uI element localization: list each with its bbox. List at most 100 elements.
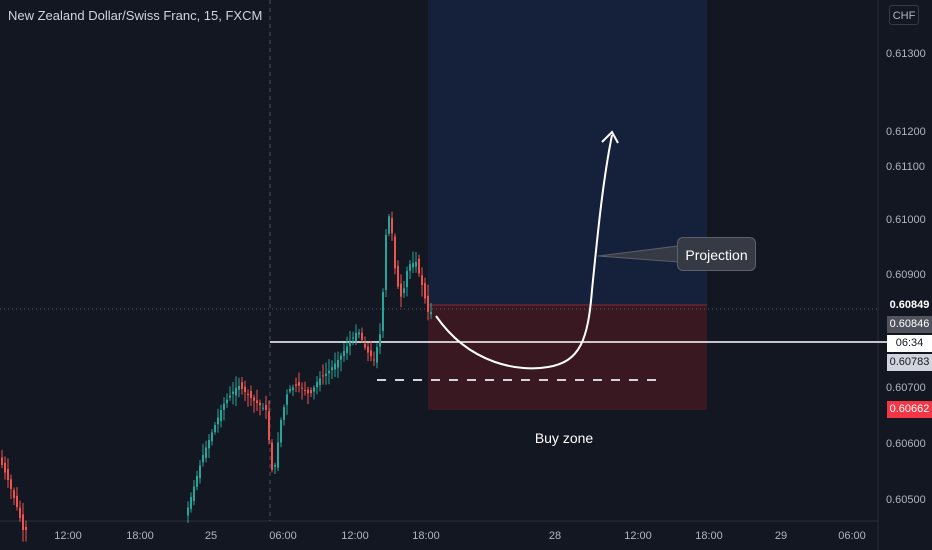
candle-body bbox=[4, 462, 6, 473]
candle-body bbox=[307, 389, 309, 394]
candle-body bbox=[394, 236, 396, 269]
candle-body bbox=[295, 384, 297, 386]
candle-body bbox=[19, 507, 21, 518]
price-tick: 0.61200 bbox=[886, 126, 926, 138]
candle-body bbox=[337, 360, 339, 368]
candle-body bbox=[412, 263, 414, 268]
price-tick: 0.60700 bbox=[886, 382, 926, 394]
time-tick: 18:00 bbox=[412, 530, 440, 542]
candle-body bbox=[199, 465, 201, 479]
time-tick: 06:00 bbox=[838, 530, 866, 542]
candle-body bbox=[358, 332, 360, 335]
candle-body bbox=[343, 351, 345, 356]
candle-body bbox=[403, 288, 405, 293]
candle-body bbox=[406, 270, 408, 288]
candle-body bbox=[319, 378, 321, 386]
candle-body bbox=[259, 402, 261, 406]
candle-body bbox=[214, 425, 216, 433]
entry-price-label: 0.60849 bbox=[887, 297, 932, 314]
candle-body bbox=[250, 391, 252, 398]
candle-body bbox=[346, 346, 348, 354]
candle-body bbox=[271, 442, 273, 470]
candle-body bbox=[211, 432, 213, 442]
price-tick: 0.60600 bbox=[886, 438, 926, 450]
candle-body bbox=[13, 490, 15, 498]
candle-body bbox=[241, 382, 243, 389]
candle-body bbox=[298, 382, 300, 386]
candle-body bbox=[256, 400, 258, 404]
candle-body bbox=[304, 390, 306, 392]
time-tick: 18:00 bbox=[695, 530, 723, 542]
candle-body bbox=[190, 497, 192, 509]
candle-body bbox=[232, 391, 234, 394]
countdown-label: 06:34 bbox=[887, 335, 932, 352]
candle-body bbox=[331, 367, 333, 371]
time-tick: 29 bbox=[774, 530, 788, 542]
candle-body bbox=[379, 334, 381, 347]
time-tick: 28 bbox=[548, 530, 562, 542]
candle-body bbox=[421, 275, 423, 285]
buy-zone-label[interactable]: Buy zone bbox=[534, 430, 594, 446]
candle-body bbox=[388, 216, 390, 234]
candle-body bbox=[301, 387, 303, 389]
candle-body bbox=[193, 486, 195, 501]
candle-body bbox=[418, 258, 420, 274]
currency-button[interactable]: CHF bbox=[889, 5, 919, 25]
candle-body bbox=[196, 476, 198, 487]
candle-body bbox=[310, 389, 312, 394]
candle-body bbox=[400, 283, 402, 297]
time-tick: 12:00 bbox=[624, 530, 652, 542]
candle-body bbox=[391, 218, 393, 234]
price-tick: 0.60900 bbox=[886, 269, 926, 281]
candle-body bbox=[16, 495, 18, 507]
candle-body bbox=[325, 373, 327, 376]
candle-body bbox=[229, 395, 231, 398]
candle-body bbox=[244, 386, 246, 392]
candle-body bbox=[334, 363, 336, 370]
candle-body bbox=[208, 440, 210, 449]
candle-body bbox=[286, 394, 288, 405]
candle-body bbox=[226, 399, 228, 404]
candle-body bbox=[10, 479, 12, 489]
candle-body bbox=[223, 403, 225, 410]
candle-body bbox=[349, 342, 351, 347]
candle-body bbox=[274, 465, 276, 467]
candle-body bbox=[7, 469, 9, 480]
candle-body bbox=[328, 370, 330, 374]
candle-body bbox=[247, 393, 249, 395]
candle-body bbox=[22, 514, 24, 530]
candle-body bbox=[397, 266, 399, 287]
candle-body bbox=[340, 355, 342, 360]
candle-body bbox=[253, 397, 255, 401]
candle-body bbox=[289, 389, 291, 392]
candlestick-series bbox=[1, 211, 432, 542]
candle-body bbox=[25, 526, 27, 530]
candle-body bbox=[313, 387, 315, 392]
candle-body bbox=[280, 420, 282, 443]
price-tick: 0.61100 bbox=[886, 161, 925, 173]
candle-body bbox=[1, 457, 3, 465]
time-tick: 06:00 bbox=[269, 530, 297, 542]
candle-body bbox=[292, 387, 294, 390]
candle-body bbox=[376, 347, 378, 363]
candle-body bbox=[364, 343, 366, 348]
candle-body bbox=[316, 381, 318, 388]
candle-body bbox=[427, 295, 429, 312]
projection-curve[interactable] bbox=[435, 134, 613, 370]
stop-zone[interactable] bbox=[428, 305, 707, 410]
time-tick: 18:00 bbox=[126, 530, 154, 542]
candle-body bbox=[205, 447, 207, 459]
candle-body bbox=[409, 264, 411, 271]
level-price-label: 0.60783 bbox=[887, 354, 932, 371]
candle-body bbox=[424, 283, 426, 299]
symbol-title[interactable]: New Zealand Dollar/Swiss Franc, 15, FXCM bbox=[8, 8, 263, 23]
candle-body bbox=[367, 346, 369, 353]
stop-price-label: 0.60662 bbox=[887, 401, 932, 418]
candle-body bbox=[235, 387, 237, 396]
projection-callout[interactable]: Projection bbox=[677, 237, 756, 271]
candle-body bbox=[430, 312, 432, 315]
candle-body bbox=[238, 386, 240, 390]
candle-body bbox=[370, 350, 372, 357]
